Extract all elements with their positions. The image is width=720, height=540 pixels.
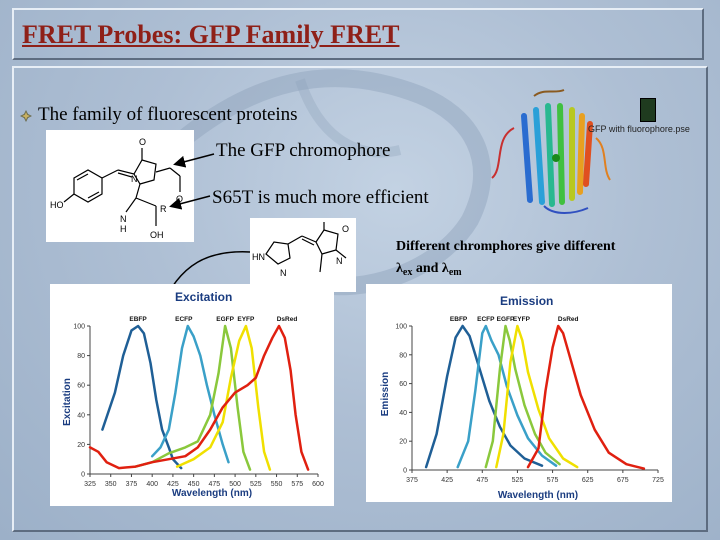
- atom-label: HN: [252, 252, 265, 262]
- x-tick-label: 725: [652, 477, 664, 484]
- emission-chart: Emission Emission Wavelength (nm) 375 425…: [366, 284, 672, 502]
- x-tick-label: 575: [547, 477, 559, 484]
- atom-label: OH: [150, 230, 164, 240]
- x-tick-label: 375: [126, 481, 138, 488]
- x-tick-label: 425: [167, 481, 179, 488]
- series-line-ebfp: [101, 324, 183, 470]
- legend-label-eyfp: EYFP: [513, 316, 531, 323]
- y-axis-label: Excitation: [62, 378, 73, 426]
- protein-file-label: GFP with fluorophore.pse: [588, 124, 690, 134]
- atom-label: O: [176, 194, 183, 204]
- bullet-text: The family of fluorescent proteins: [38, 104, 298, 125]
- series-line-dsred: [526, 324, 646, 470]
- x-tick-label: 325: [84, 481, 96, 488]
- atom-label: N: [131, 174, 138, 184]
- file-icon: [640, 98, 656, 122]
- legend-label-ecfp: ECFP: [175, 316, 193, 323]
- atom-label: R: [160, 204, 167, 214]
- x-tick-label: 575: [291, 481, 303, 488]
- atom-label: H: [120, 224, 127, 234]
- chromophore-label: The GFP chromophore: [216, 140, 391, 161]
- lambda-symbol: λ: [441, 261, 449, 276]
- series-line-eyfp: [175, 324, 272, 471]
- chromophore-structure-image: O N HO N H R O OH: [46, 130, 194, 242]
- title-frame: [12, 8, 704, 60]
- s65t-label: S65T is much more efficient: [212, 187, 429, 208]
- x-tick-label: 425: [441, 477, 453, 484]
- x-tick-label: 625: [582, 477, 594, 484]
- series-line-dsred: [88, 324, 310, 471]
- legend-label-egfp: EGFP: [497, 316, 515, 323]
- bullet-icon: [20, 110, 32, 122]
- note-line2: λex and λem: [396, 258, 615, 281]
- atom-label: O: [342, 224, 349, 234]
- y-tick-label: 40: [77, 412, 85, 419]
- atom-label: N: [336, 256, 343, 266]
- gfp-barrel-image: [491, 89, 611, 214]
- chart-title: Excitation: [175, 290, 232, 304]
- lambda-symbol: λ: [396, 261, 403, 276]
- legend-label-dsred: DsRed: [558, 316, 579, 323]
- atom-label: O: [139, 137, 146, 147]
- chromophore-note: Different chromphores give different λex…: [396, 236, 615, 281]
- x-tick-label: 475: [209, 481, 221, 488]
- y-tick-label: 60: [77, 383, 85, 390]
- series-line-eyfp: [495, 324, 579, 469]
- y-tick-label: 100: [73, 324, 85, 331]
- y-tick-label: 60: [399, 381, 407, 388]
- and-text: and: [412, 261, 442, 276]
- y-tick-label: 100: [395, 324, 407, 331]
- y-tick-label: 80: [399, 352, 407, 359]
- x-tick-label: 350: [105, 481, 117, 488]
- x-tick-label: 500: [229, 481, 241, 488]
- x-tick-label: 525: [250, 481, 262, 488]
- em-subscript: em: [448, 267, 462, 278]
- excitation-chart: Excitation Excitation Wavelength (nm) 32…: [50, 284, 334, 506]
- x-tick-label: 525: [512, 477, 524, 484]
- legend-label-dsred: DsRed: [277, 316, 298, 323]
- series-line-ecfp: [150, 324, 230, 464]
- legend-label-egfp: EGFP: [216, 316, 234, 323]
- chart-title: Emission: [500, 294, 553, 308]
- ex-subscript: ex: [402, 267, 413, 278]
- slide-title: FRET Probes: GFP Family FRET: [22, 20, 400, 49]
- note-line1: Different chromphores give different: [396, 239, 616, 254]
- legend-label-ecfp: ECFP: [477, 316, 495, 323]
- y-tick-label: 0: [81, 472, 85, 479]
- x-axis-label: Wavelength (nm): [172, 488, 252, 499]
- y-tick-label: 20: [399, 439, 407, 446]
- y-tick-label: 20: [77, 442, 85, 449]
- legend-label-ebfp: EBFP: [450, 316, 468, 323]
- s65t-chromophore-image: O N HN N: [250, 218, 356, 292]
- series-line-egfp: [134, 324, 252, 471]
- y-tick-label: 0: [403, 468, 407, 475]
- legend-label-ebfp: EBFP: [129, 316, 147, 323]
- x-tick-label: 550: [271, 481, 283, 488]
- y-axis-label: Emission: [380, 372, 391, 416]
- x-axis-label: Wavelength (nm): [498, 490, 578, 501]
- atom-label: HO: [50, 200, 64, 210]
- series-line-ebfp: [424, 324, 544, 469]
- x-tick-label: 400: [146, 481, 158, 488]
- x-tick-label: 450: [188, 481, 200, 488]
- series-line-ecfp: [456, 324, 558, 469]
- atom-label: N: [120, 214, 127, 224]
- y-tick-label: 80: [77, 353, 85, 360]
- x-tick-label: 475: [476, 477, 488, 484]
- content-frame: [12, 66, 708, 532]
- y-tick-label: 40: [399, 410, 407, 417]
- x-tick-label: 675: [617, 477, 629, 484]
- x-tick-label: 600: [312, 481, 324, 488]
- x-tick-label: 375: [406, 477, 418, 484]
- legend-label-eyfp: EYFP: [237, 316, 255, 323]
- atom-label: N: [280, 268, 287, 278]
